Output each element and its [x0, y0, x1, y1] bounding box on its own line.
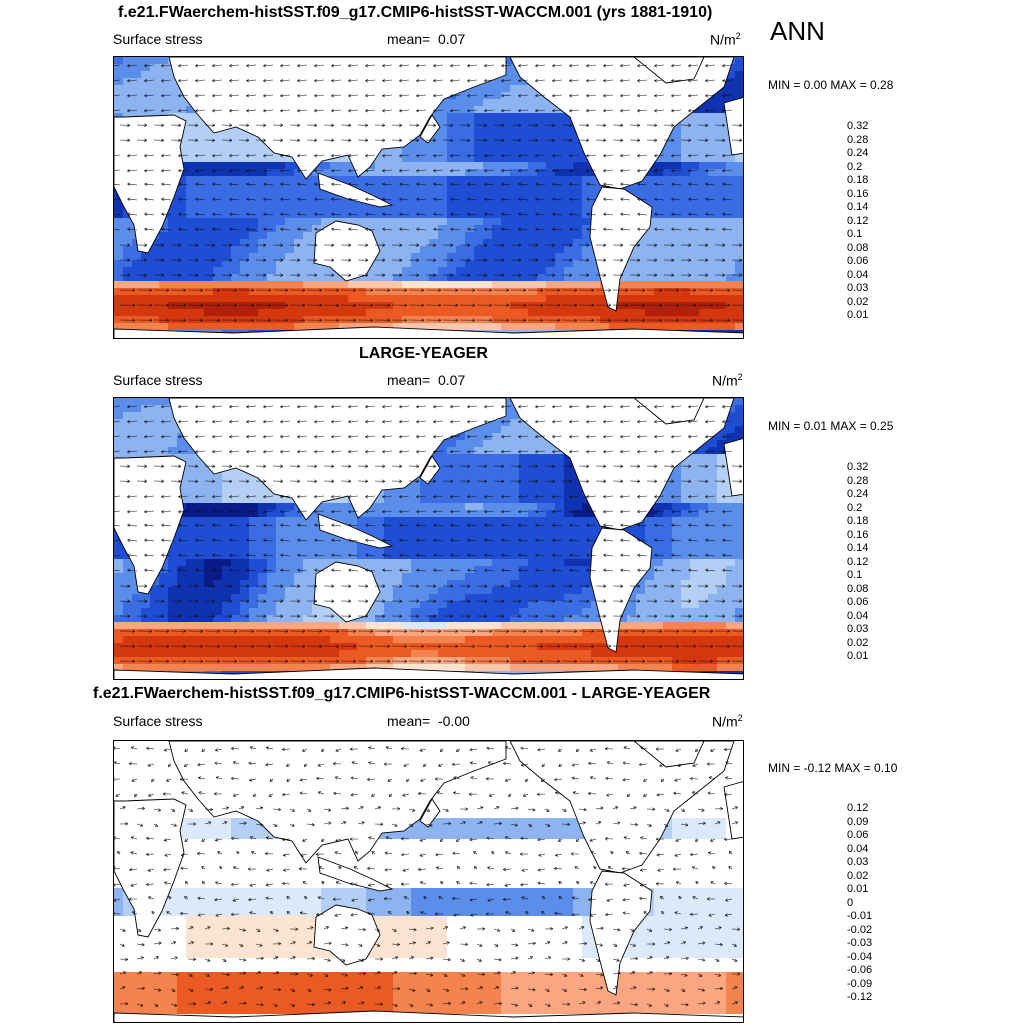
- panel-1-units: N/m2: [710, 31, 741, 48]
- panel-3-variable: Surface stress: [113, 713, 203, 729]
- land-outlines: [114, 57, 743, 338]
- land-outlines: [114, 398, 743, 679]
- stress-vectors: [114, 404, 743, 663]
- panel-3-units: N/m2: [712, 713, 743, 730]
- panel-2-units: N/m2: [712, 372, 743, 389]
- panel-3-map: [113, 740, 744, 1023]
- stress-vectors: [114, 63, 743, 322]
- panel-2-mean: mean= 0.07: [387, 372, 466, 388]
- season-label: ANN: [770, 16, 825, 46]
- panel-2-colorbar-labels: 0.32 0.28 0.24 0.2 0.18 0.16 0.14 0.12 0.1 0.0…: [847, 461, 869, 662]
- stress-vectors: [114, 746, 741, 1007]
- land-outlines: [114, 741, 743, 1022]
- panel-3-minmax: MIN = -0.12 MAX = 0.10: [768, 761, 898, 775]
- panel-2-variable: Surface stress: [113, 372, 203, 388]
- panel-1-minmax: MIN = 0.00 MAX = 0.28: [768, 78, 894, 92]
- panel-3-colorbar-labels: 0.12 0.09 0.06 0.04 0.03 0.02 0.01 0 -0.01 -0.…: [847, 802, 873, 1003]
- panel-1-map: [113, 56, 744, 339]
- panel-2-title: LARGE-YEAGER: [359, 345, 488, 362]
- panel-3-colorbar: [807, 794, 833, 1019]
- panel-3-mean: mean= -0.00: [387, 713, 470, 729]
- panel-1-colorbar-labels: 0.32 0.28 0.24 0.2 0.18 0.16 0.14 0.12 0.1 0.0…: [847, 120, 869, 321]
- panel-1-colorbar: [811, 113, 835, 336]
- panel-2-colorbar: [811, 454, 835, 677]
- panel-1-variable: Surface stress: [113, 31, 203, 47]
- panel-2-map: [113, 397, 744, 680]
- panel-2-minmax: MIN = 0.01 MAX = 0.25: [768, 419, 894, 433]
- panel-1-mean: mean= 0.07: [387, 31, 466, 47]
- panel-3-title: f.e21.FWaerchem-histSST.f09_g17.CMIP6-hi…: [93, 685, 711, 702]
- page-title: f.e21.FWaerchem-histSST.f09_g17.CMIP6-hi…: [118, 4, 713, 21]
